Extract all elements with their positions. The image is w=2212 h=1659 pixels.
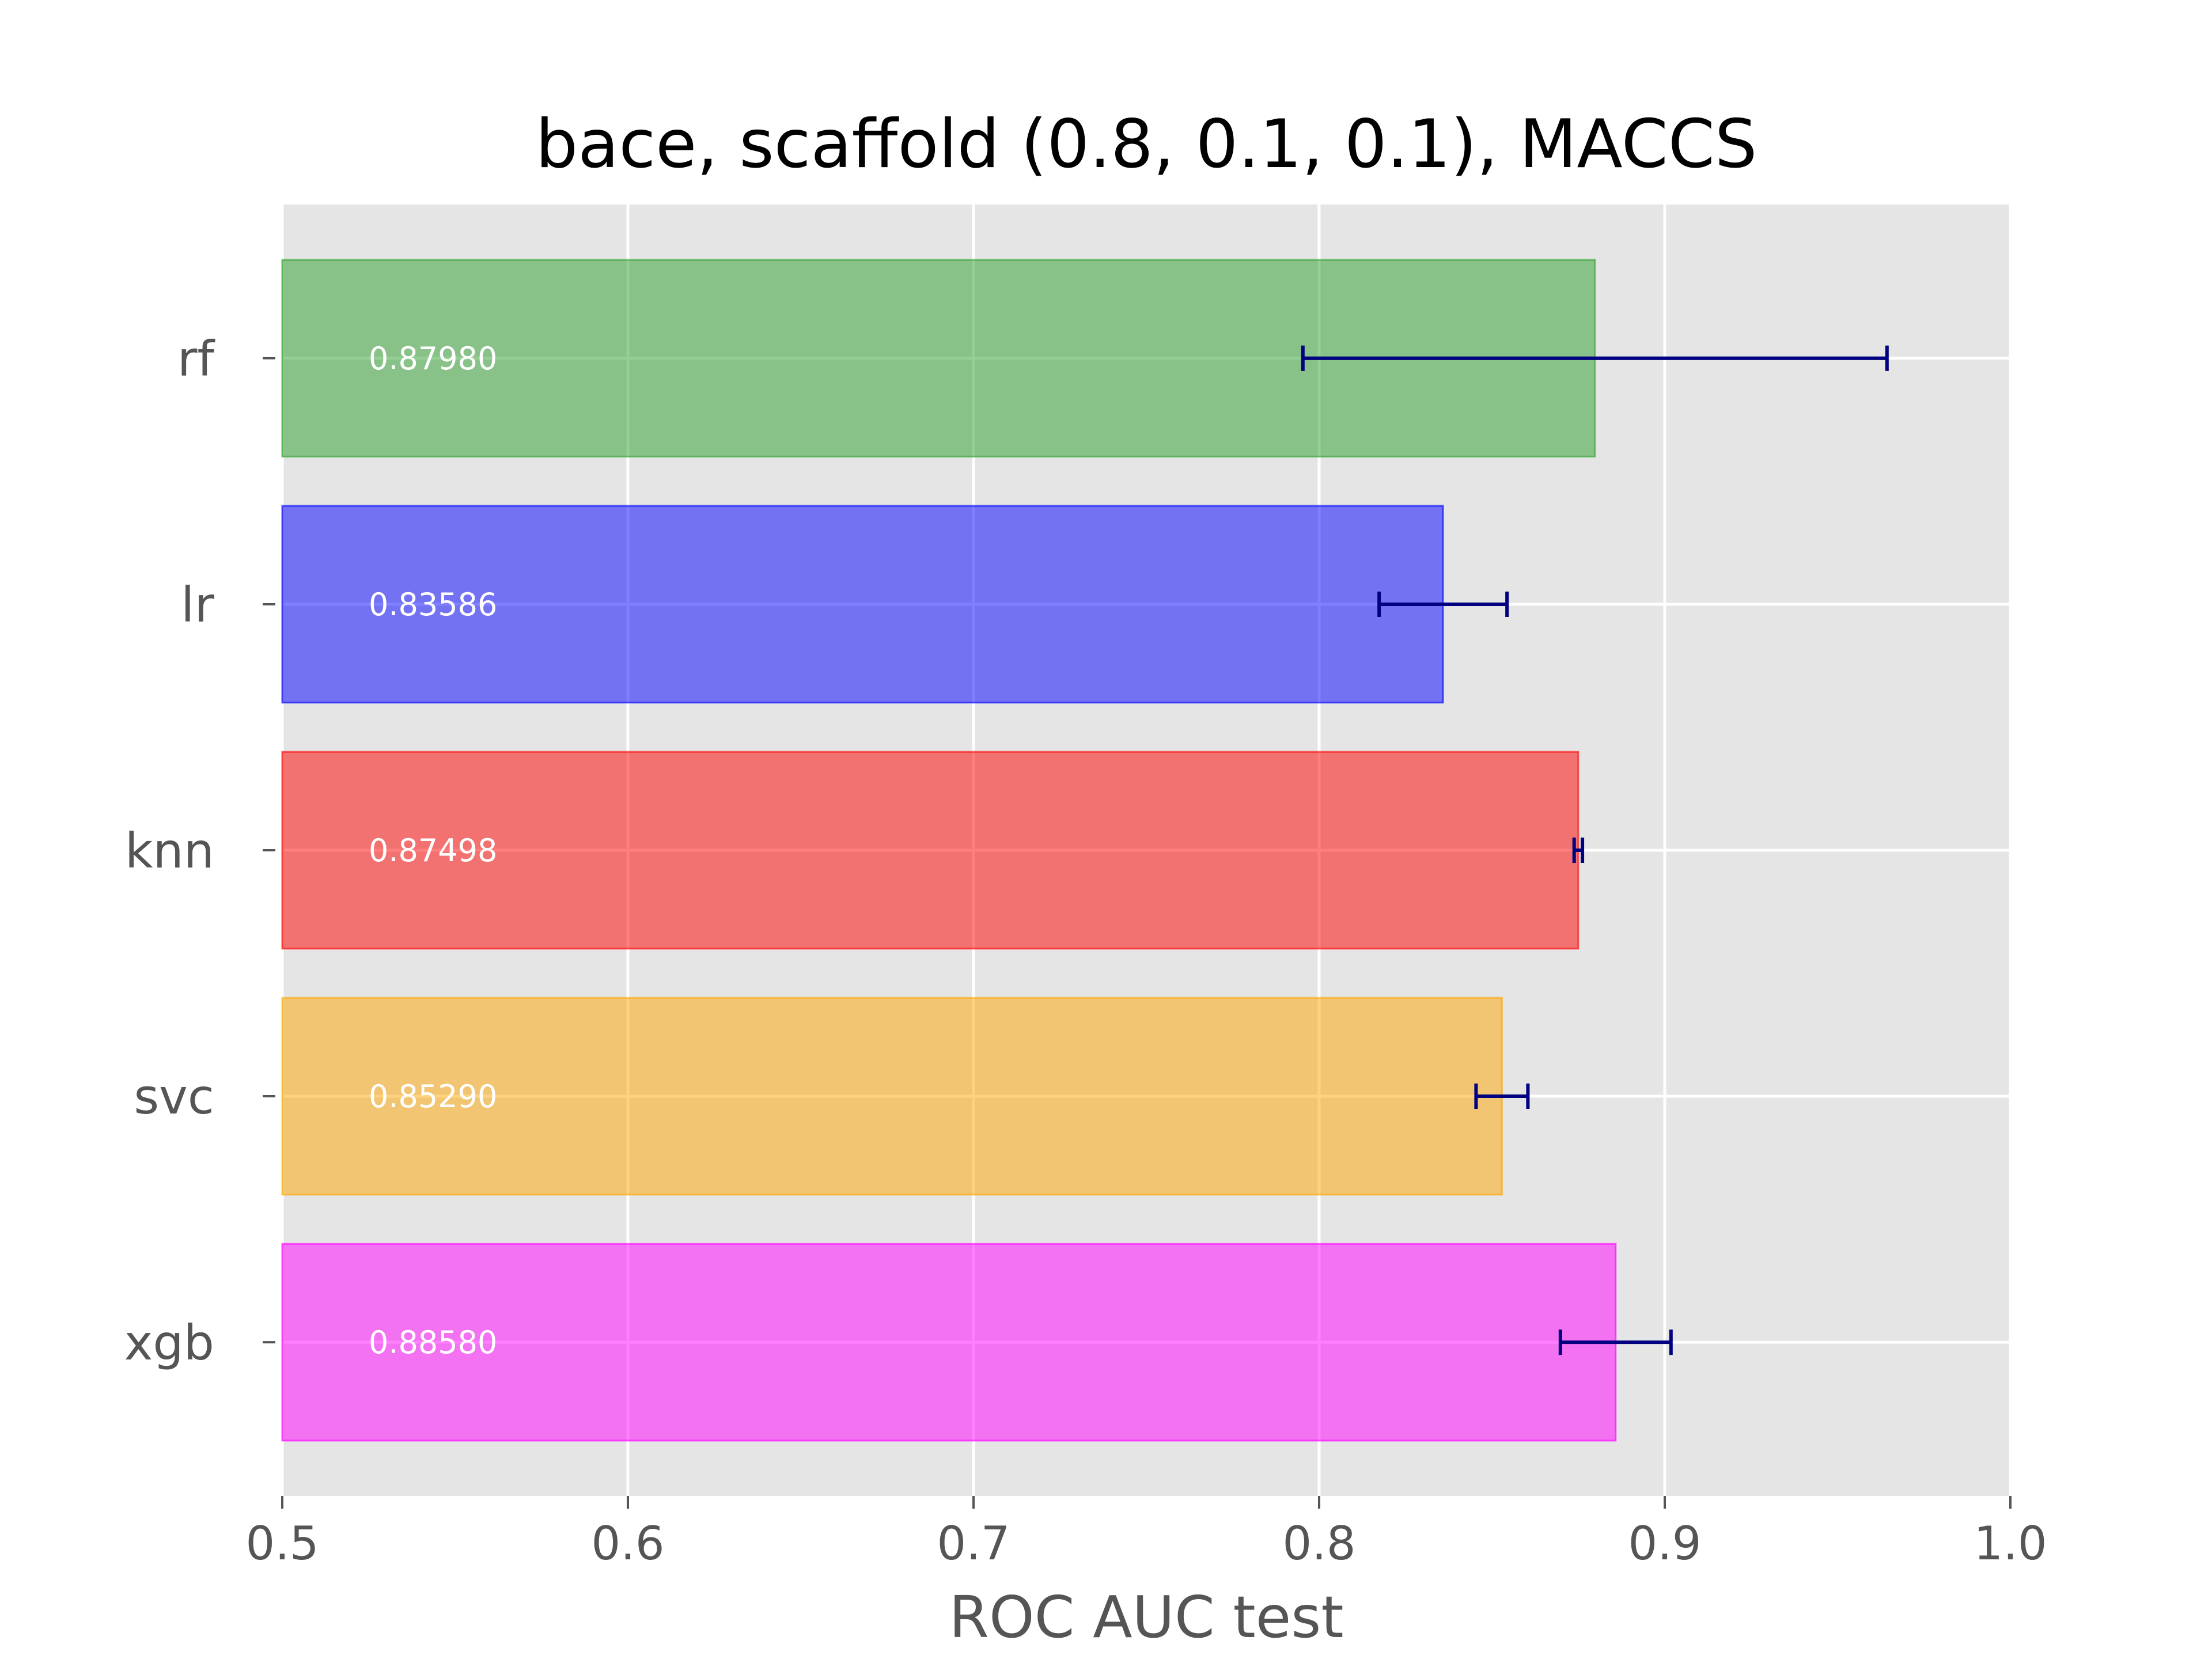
- value-label-svc: 0.85290: [369, 1078, 497, 1115]
- x-tick-label: 0.9: [1628, 1517, 1701, 1570]
- y-tick-label-rf: rf: [177, 331, 216, 387]
- x-tick-label: 1.0: [1974, 1517, 2047, 1570]
- x-tick-label: 0.6: [591, 1517, 664, 1570]
- value-label-rf: 0.87980: [369, 340, 497, 377]
- error-bars: [1301, 345, 1889, 1355]
- y-tick-label-knn: knn: [125, 823, 214, 879]
- bar-knn: [281, 751, 1580, 950]
- value-label-lr: 0.83586: [369, 586, 497, 623]
- y-tick-label-xgb: xgb: [124, 1315, 214, 1371]
- x-tick-label: 0.8: [1282, 1517, 1355, 1570]
- x-axis-label: ROC AUC test: [949, 1584, 1343, 1651]
- value-labels: 0.87980 0.83586 0.87498 0.85290 0.88580: [369, 340, 497, 1361]
- bar-xgb: [281, 1243, 1617, 1442]
- chart-title: bace, scaffold (0.8, 0.1, 0.1), MACCS: [536, 105, 1758, 183]
- y-tick-label-lr: lr: [181, 577, 214, 633]
- value-label-knn: 0.87498: [369, 832, 497, 869]
- x-tick-label: 0.5: [245, 1517, 319, 1570]
- y-tick-label-svc: svc: [134, 1069, 214, 1125]
- axes: 0.5 0.6 0.7 0.8 0.9 1.0 rf lr knn svc xgb: [124, 331, 2047, 1570]
- x-tick-label: 0.7: [937, 1517, 1010, 1570]
- value-label-xgb: 0.88580: [369, 1324, 497, 1361]
